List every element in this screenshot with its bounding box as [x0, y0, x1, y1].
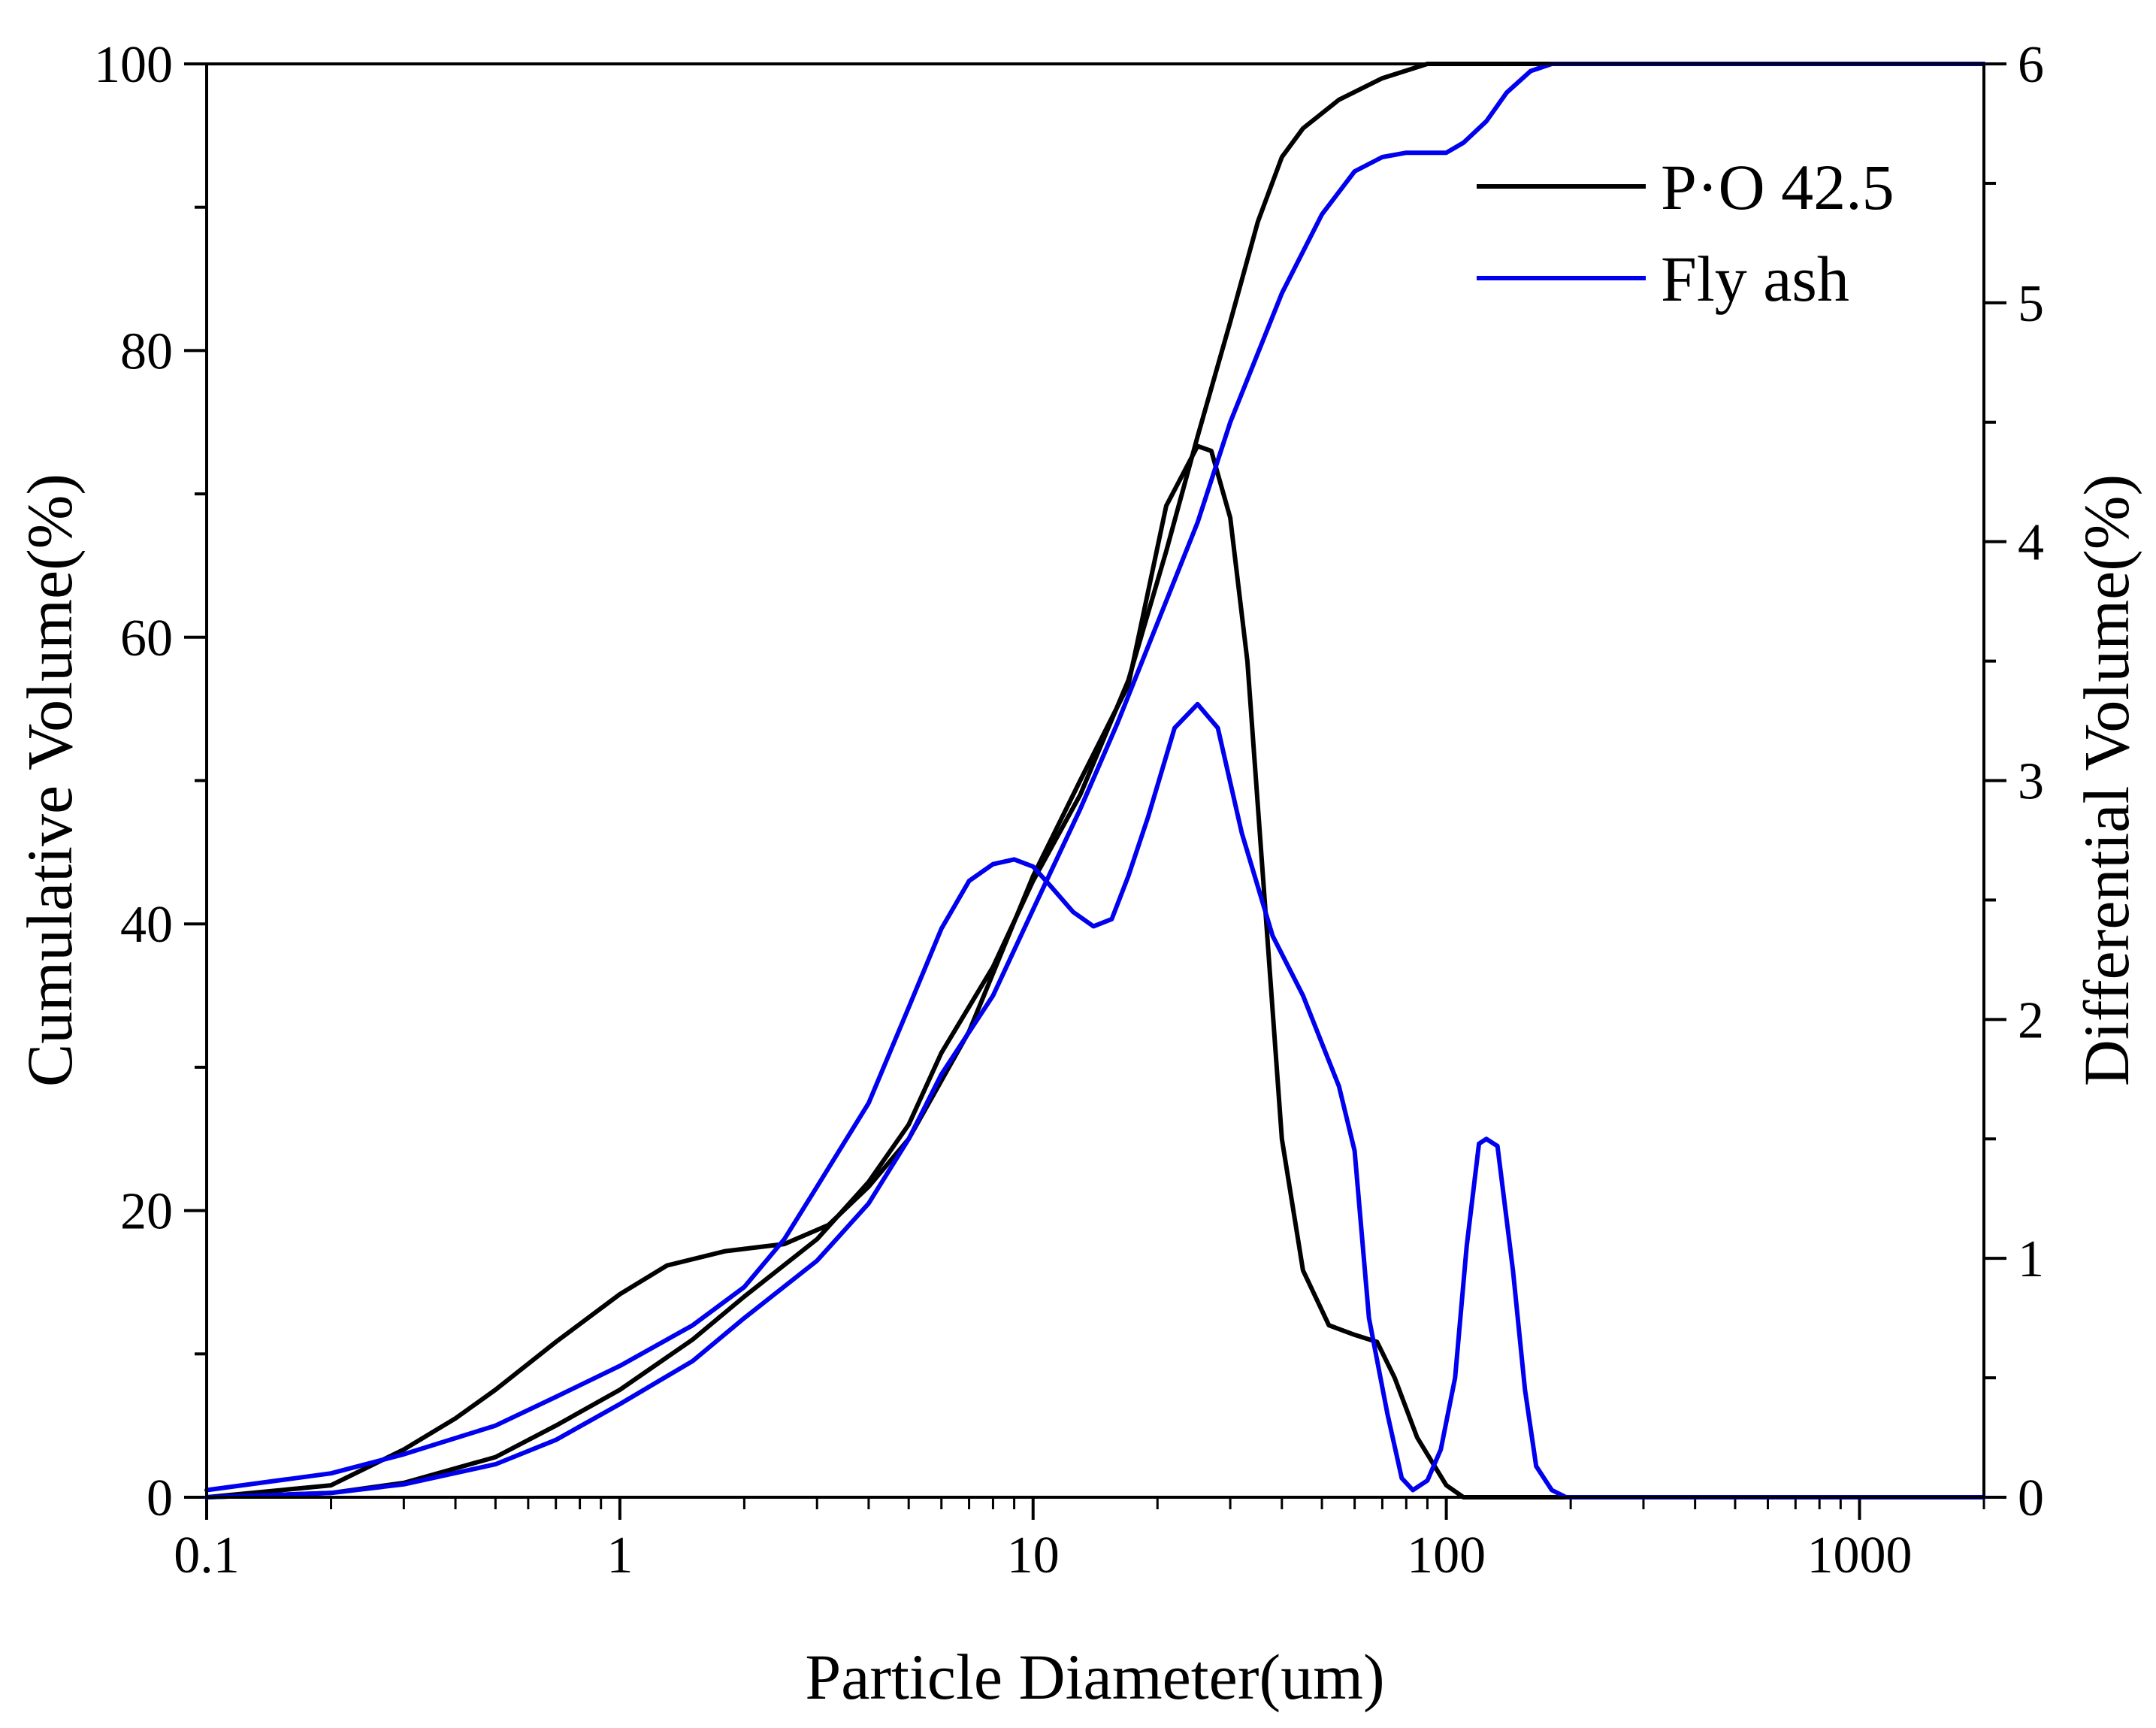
y-right-tick-label: 6: [2018, 36, 2044, 94]
y-right-tick-label: 0: [2018, 1469, 2044, 1527]
y-right-tick-label: 1: [2018, 1230, 2044, 1288]
y-left-tick-label: 20: [120, 1183, 173, 1241]
series-fly-ash-cumulative-line: [204, 62, 1986, 1500]
y-right-tick-label: 5: [2018, 275, 2044, 333]
y-left-tick-label: 60: [120, 610, 173, 667]
y-left-tick-label: 80: [120, 322, 173, 380]
y-left-tick-label: 0: [147, 1469, 173, 1527]
curves: [204, 62, 1986, 1500]
y-right-tick-label: 4: [2018, 514, 2044, 572]
legend-label-fly: Fly ash: [1661, 243, 1849, 315]
y-left-tick-label: 40: [120, 896, 173, 954]
x-tick-label: 0.1: [174, 1527, 240, 1584]
y-axis-title-right: Differential Volume(%): [2070, 474, 2142, 1086]
tick-marks: [184, 62, 2006, 1520]
legend: P·O 42.5 Fly ash: [1477, 151, 1894, 315]
legend-label-po: P·O 42.5: [1661, 151, 1894, 223]
x-tick-label: 1000: [1807, 1527, 1912, 1584]
y-left-tick-label: 100: [94, 36, 173, 94]
y-right-tick-label: 2: [2018, 991, 2044, 1049]
y-right-tick-label: 3: [2018, 753, 2044, 811]
x-tick-label: 1: [606, 1527, 633, 1584]
series-po-differential-line: [204, 443, 1986, 1500]
series-fly-ash-differential-line: [204, 701, 1986, 1500]
x-tick-label: 10: [1007, 1527, 1060, 1584]
plot-frame: [205, 62, 1985, 1499]
x-axis-title: Particle Diameter(um): [805, 1641, 1384, 1713]
x-tick-label: 100: [1407, 1527, 1486, 1584]
y-axis-title-left: Cumulative Volume(%): [14, 474, 86, 1087]
